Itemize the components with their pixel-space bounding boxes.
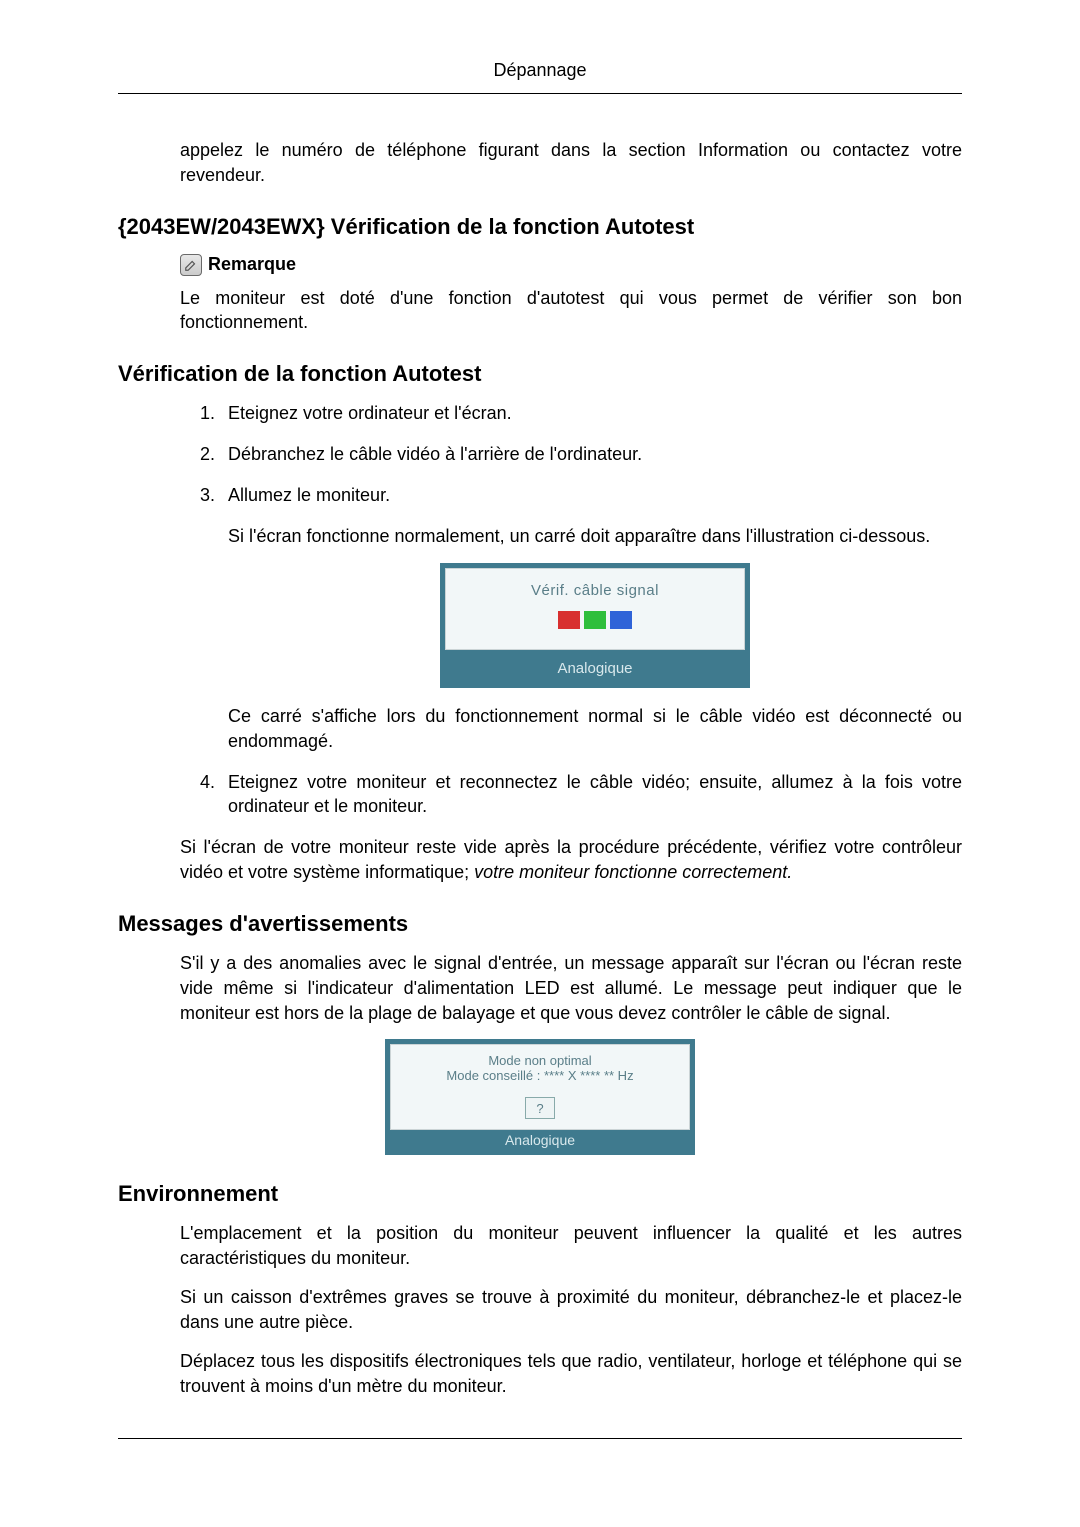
step-subtext: Ce carré s'affiche lors du fonctionnemen… [228,704,962,754]
osd2-q-row: ? [391,1091,689,1129]
osd2-line1: Mode non optimal [391,1045,689,1068]
warnings-paragraph: S'il y a des anomalies avec le signal d'… [180,951,962,1025]
note-icon [180,254,202,276]
section-heading-autotest: Vérification de la fonction Autotest [118,361,962,387]
osd2-q-box: ? [525,1097,555,1119]
note-label: Remarque [208,254,296,275]
note-row: Remarque [180,254,962,276]
footer-rule [118,1438,962,1439]
osd1-title: Vérif. câble signal [446,569,744,602]
step-text: Débranchez le câble vidéo à l'arrière de… [228,444,642,464]
osd2-footer: Analogique [390,1130,690,1150]
step-item: Allumez le moniteur. Si l'écran fonction… [220,483,962,754]
header: Dépannage [118,60,962,94]
step-item: Eteignez votre ordinateur et l'écran. [220,401,962,426]
intro-paragraph: appelez le numéro de téléphone figurant … [180,138,962,188]
header-title: Dépannage [118,60,962,81]
osd1-inner: Vérif. câble signal [445,568,745,651]
step-item: Eteignez votre moniteur et reconnectez l… [220,770,962,820]
osd1-colors [446,611,744,629]
osd2-frame: Mode non optimal Mode conseillé : **** X… [385,1039,695,1155]
env-paragraph-2: Si un caisson d'extrêmes graves se trouv… [180,1285,962,1335]
after-steps-italic: votre moniteur fonctionne correctement. [474,862,792,882]
osd2-wrap: Mode non optimal Mode conseillé : **** X… [118,1039,962,1155]
section-heading-warnings: Messages d'avertissements [118,911,962,937]
osd1-swatch-green [584,611,606,629]
section-heading-autotest-model: {2043EW/2043EWX} Vérification de la fonc… [118,214,962,240]
osd1-swatch-red [558,611,580,629]
osd1-frame: Vérif. câble signal Analogique [440,563,750,688]
step-subtext: Si l'écran fonctionne normalement, un ca… [228,524,962,549]
steps-list: Eteignez votre ordinateur et l'écran. Dé… [200,401,962,819]
content: appelez le numéro de téléphone figurant … [118,138,962,1439]
osd1-swatch-blue [610,611,632,629]
env-paragraph-1: L'emplacement et la position du moniteur… [180,1221,962,1271]
note-paragraph: Le moniteur est doté d'une fonction d'au… [180,286,962,336]
pencil-icon [184,258,198,272]
env-paragraph-3: Déplacez tous les dispositifs électroniq… [180,1349,962,1399]
document-page: Dépannage appelez le numéro de téléphone… [0,0,1080,1527]
osd2-inner: Mode non optimal Mode conseillé : **** X… [390,1044,690,1130]
osd1-footer: Analogique [445,656,745,683]
step-text: Eteignez votre ordinateur et l'écran. [228,403,512,423]
section-heading-environment: Environnement [118,1181,962,1207]
step-item: Débranchez le câble vidéo à l'arrière de… [220,442,962,467]
step-text: Eteignez votre moniteur et reconnectez l… [228,772,962,817]
osd2-line2: Mode conseillé : **** X **** ** Hz [391,1068,689,1091]
after-steps-paragraph: Si l'écran de votre moniteur reste vide … [180,835,962,885]
osd1-wrap: Vérif. câble signal Analogique [228,563,962,688]
step-text: Allumez le moniteur. [228,485,390,505]
header-rule [118,93,962,94]
